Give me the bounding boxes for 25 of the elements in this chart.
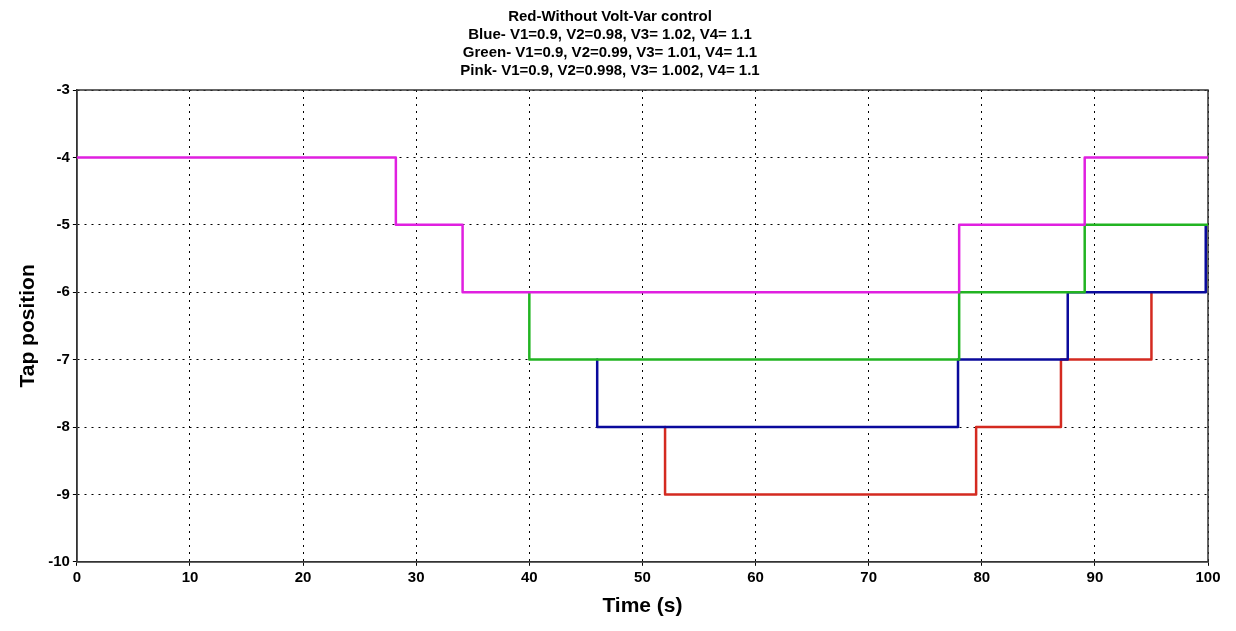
y-tick-label: -3 bbox=[56, 80, 70, 98]
x-tick-label: 90 bbox=[1086, 567, 1104, 585]
text: Pink- V1=0.9, V2=0.998, V3= 1.002, V4= 1.1 bbox=[460, 61, 760, 79]
y-tick-label: -6 bbox=[56, 282, 70, 300]
y-tick-label: -9 bbox=[56, 484, 70, 502]
text: Green- V1=0.9, V2=0.99, V3= 1.01, V4= 1.1 bbox=[462, 43, 758, 61]
x-tick-label: 60 bbox=[747, 567, 764, 585]
x-axis-title: Time (s) bbox=[602, 593, 683, 617]
x-tick-label: 70 bbox=[860, 567, 878, 585]
x-tick-label: 0 bbox=[72, 567, 82, 585]
x-tick-label: 50 bbox=[634, 567, 651, 585]
y-tick-label: -10 bbox=[48, 551, 70, 569]
y-tick-label: -5 bbox=[56, 214, 70, 232]
x-tick-label: 10 bbox=[181, 567, 199, 585]
y-tick-label: -4 bbox=[56, 147, 71, 165]
x-tick-label: 40 bbox=[520, 567, 538, 585]
text: Red-Without Volt-Var control bbox=[508, 7, 712, 25]
x-tick-label: 100 bbox=[1195, 567, 1221, 585]
x-tick-label: 80 bbox=[973, 567, 991, 585]
text: Blue- V1=0.9, V2=0.98, V3= 1.02, V4= 1.1 bbox=[468, 25, 752, 43]
y-axis-title: Tap position bbox=[15, 264, 39, 388]
x-tick-label: 20 bbox=[294, 567, 312, 585]
y-tick-label: -7 bbox=[56, 349, 70, 367]
x-tick-label: 30 bbox=[407, 567, 425, 585]
y-tick-label: -8 bbox=[56, 417, 70, 435]
